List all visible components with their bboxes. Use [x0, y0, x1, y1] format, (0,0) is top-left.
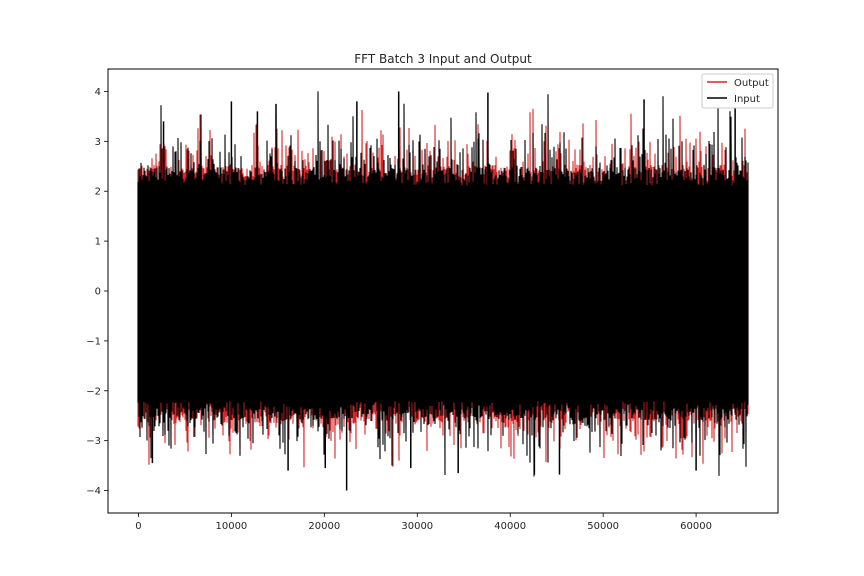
y-tick-label: 0 — [95, 287, 101, 298]
x-tick-label: 40000 — [494, 521, 526, 532]
y-tick-label: −2 — [86, 386, 101, 397]
x-tick-label: 50000 — [587, 521, 619, 532]
y-tick-label: −4 — [86, 486, 101, 497]
x-tick-label: 0 — [135, 521, 141, 532]
series-line-input — [137, 91, 749, 477]
x-tick-label: 60000 — [680, 521, 712, 532]
x-tick-label: 10000 — [215, 521, 247, 532]
y-tick-label: −1 — [86, 336, 101, 347]
y-tick-label: 2 — [95, 187, 101, 198]
y-tick-label: −3 — [86, 436, 101, 447]
x-tick-label: 20000 — [308, 521, 340, 532]
legend-output-label: Output — [734, 78, 769, 89]
y-axis: −4 −3 −2 −1 0 1 2 3 4 — [86, 87, 108, 497]
y-tick-label: 3 — [95, 137, 101, 148]
x-tick-label: 30000 — [401, 521, 433, 532]
y-tick-label: 4 — [95, 87, 101, 98]
y-tick-label: 1 — [95, 237, 101, 248]
chart-title: FFT Batch 3 Input and Output — [354, 52, 532, 66]
series-layer — [137, 91, 749, 491]
legend-input-label: Input — [734, 94, 760, 105]
legend: Output Input — [701, 73, 774, 109]
x-axis: 0 10000 20000 30000 40000 50000 60000 — [135, 513, 712, 532]
